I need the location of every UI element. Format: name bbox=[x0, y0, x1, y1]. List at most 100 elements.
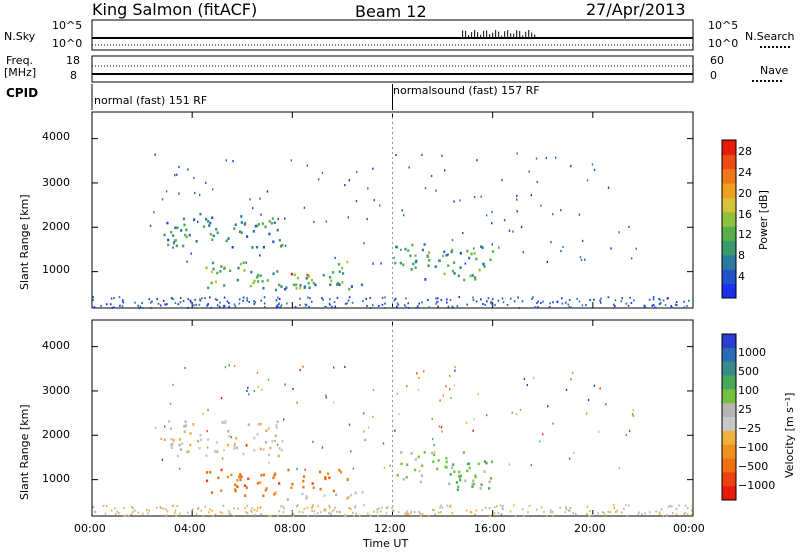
scatter-cell bbox=[207, 286, 210, 290]
ground-scatter-cell bbox=[226, 300, 229, 303]
scatter-cell bbox=[302, 475, 306, 478]
ground-scatter-cell bbox=[93, 510, 96, 513]
scatter-cell bbox=[247, 477, 250, 481]
ground-scatter-cell bbox=[487, 297, 490, 300]
scatter-cell bbox=[239, 478, 242, 482]
sparse-cell bbox=[491, 210, 493, 214]
ground-scatter-cell bbox=[194, 298, 196, 301]
ground-scatter-cell bbox=[228, 305, 230, 308]
scatter-cell bbox=[205, 479, 209, 483]
ground-scatter-cell bbox=[131, 506, 133, 509]
xtick-2000: 20:00 bbox=[574, 522, 606, 535]
ground-scatter-cell bbox=[537, 306, 539, 309]
ground-scatter-cell bbox=[208, 511, 210, 514]
scatter-cell bbox=[452, 261, 456, 264]
sparse-cell bbox=[581, 239, 584, 243]
sparse-cell bbox=[618, 467, 621, 470]
ground-scatter-cell bbox=[276, 514, 279, 517]
vel-cbar-tick-m1000: −1000 bbox=[738, 479, 776, 492]
ground-scatter-cell bbox=[114, 513, 117, 516]
ground-scatter-cell bbox=[421, 512, 424, 515]
ground-scatter-cell bbox=[331, 510, 334, 513]
ground-scatter-cell bbox=[323, 509, 325, 512]
ground-scatter-cell bbox=[282, 511, 285, 514]
sparse-cell bbox=[284, 383, 286, 386]
scatter-cell bbox=[255, 224, 259, 228]
ground-scatter-cell bbox=[369, 297, 372, 300]
ground-scatter-cell bbox=[493, 506, 496, 509]
sparse-cell bbox=[485, 214, 488, 217]
ground-scatter-cell bbox=[122, 301, 124, 304]
ground-scatter-cell bbox=[641, 513, 643, 516]
sparse-cell bbox=[402, 214, 405, 217]
ground-scatter-cell bbox=[333, 301, 336, 304]
ground-scatter-cell bbox=[166, 510, 169, 513]
power-colorbar-segment bbox=[722, 168, 736, 184]
sparse-cell bbox=[579, 256, 582, 259]
ground-scatter-cell bbox=[211, 509, 214, 512]
date-title: 27/Apr/2013 bbox=[586, 0, 686, 19]
scatter-cell bbox=[163, 438, 166, 442]
scatter-cell bbox=[287, 468, 290, 472]
scatter-cell bbox=[243, 223, 246, 226]
ground-scatter-cell bbox=[506, 303, 509, 306]
ground-scatter-cell bbox=[189, 299, 192, 302]
sparse-cell bbox=[352, 467, 355, 470]
ground-scatter-cell bbox=[256, 507, 259, 510]
scatter-cell bbox=[228, 435, 231, 438]
xtick-0000: 00:00 bbox=[74, 522, 106, 535]
sparse-cell bbox=[584, 258, 586, 261]
x-axis-label: Time UT bbox=[363, 537, 409, 550]
ground-scatter-cell bbox=[437, 511, 440, 514]
ground-scatter-cell bbox=[309, 297, 311, 300]
scatter-cell bbox=[226, 475, 229, 479]
scatter-cell bbox=[183, 430, 186, 434]
scatter-cell bbox=[463, 278, 466, 282]
scatter-cell bbox=[272, 240, 275, 244]
scatter-cell bbox=[195, 239, 198, 243]
scatter-cell bbox=[176, 226, 179, 230]
ground-scatter-cell bbox=[246, 504, 249, 507]
ground-scatter-cell bbox=[182, 299, 185, 302]
scatter-cell bbox=[457, 274, 460, 278]
ground-scatter-cell bbox=[660, 508, 663, 511]
scatter-cell bbox=[394, 261, 397, 265]
ground-scatter-cell bbox=[407, 513, 410, 516]
sparse-cell bbox=[325, 396, 327, 399]
sparse-cell bbox=[296, 401, 298, 404]
ground-scatter-cell bbox=[567, 303, 570, 306]
power-colorbar-segment bbox=[722, 254, 736, 270]
ground-scatter-cell bbox=[604, 514, 607, 517]
ground-scatter-cell bbox=[277, 296, 279, 299]
ground-scatter-cell bbox=[434, 513, 437, 516]
sparse-cell bbox=[597, 430, 600, 433]
scatter-cell bbox=[182, 217, 186, 221]
scatter-cell bbox=[209, 232, 212, 236]
scatter-cell bbox=[174, 239, 177, 242]
scatter-cell bbox=[249, 284, 253, 288]
scatter-cell bbox=[399, 261, 402, 265]
scatter-cell bbox=[469, 274, 472, 278]
scatter-cell bbox=[196, 439, 200, 443]
ground-scatter-cell bbox=[475, 300, 478, 303]
scatter-cell bbox=[404, 247, 407, 251]
scatter-cell bbox=[174, 226, 177, 230]
scatter-cell bbox=[212, 234, 215, 238]
scatter-cell bbox=[199, 433, 202, 437]
ground-scatter-cell bbox=[200, 509, 203, 512]
velocity-colorbar-segment bbox=[722, 334, 736, 349]
power-colorbar-segment bbox=[722, 240, 736, 256]
ground-scatter-cell bbox=[242, 296, 245, 299]
sparse-cell bbox=[366, 217, 368, 221]
ground-scatter-cell bbox=[488, 507, 491, 510]
ground-scatter-cell bbox=[187, 298, 190, 301]
scatter-cell bbox=[407, 249, 410, 252]
ground-scatter-cell bbox=[447, 305, 450, 308]
scatter-cell bbox=[274, 491, 277, 494]
scatter-cell bbox=[421, 464, 424, 468]
scatter-cell bbox=[262, 286, 265, 290]
scatter-cell bbox=[207, 220, 210, 223]
scatter-cell bbox=[221, 421, 224, 424]
ground-scatter-cell bbox=[142, 306, 144, 309]
ground-scatter-cell bbox=[202, 514, 205, 517]
